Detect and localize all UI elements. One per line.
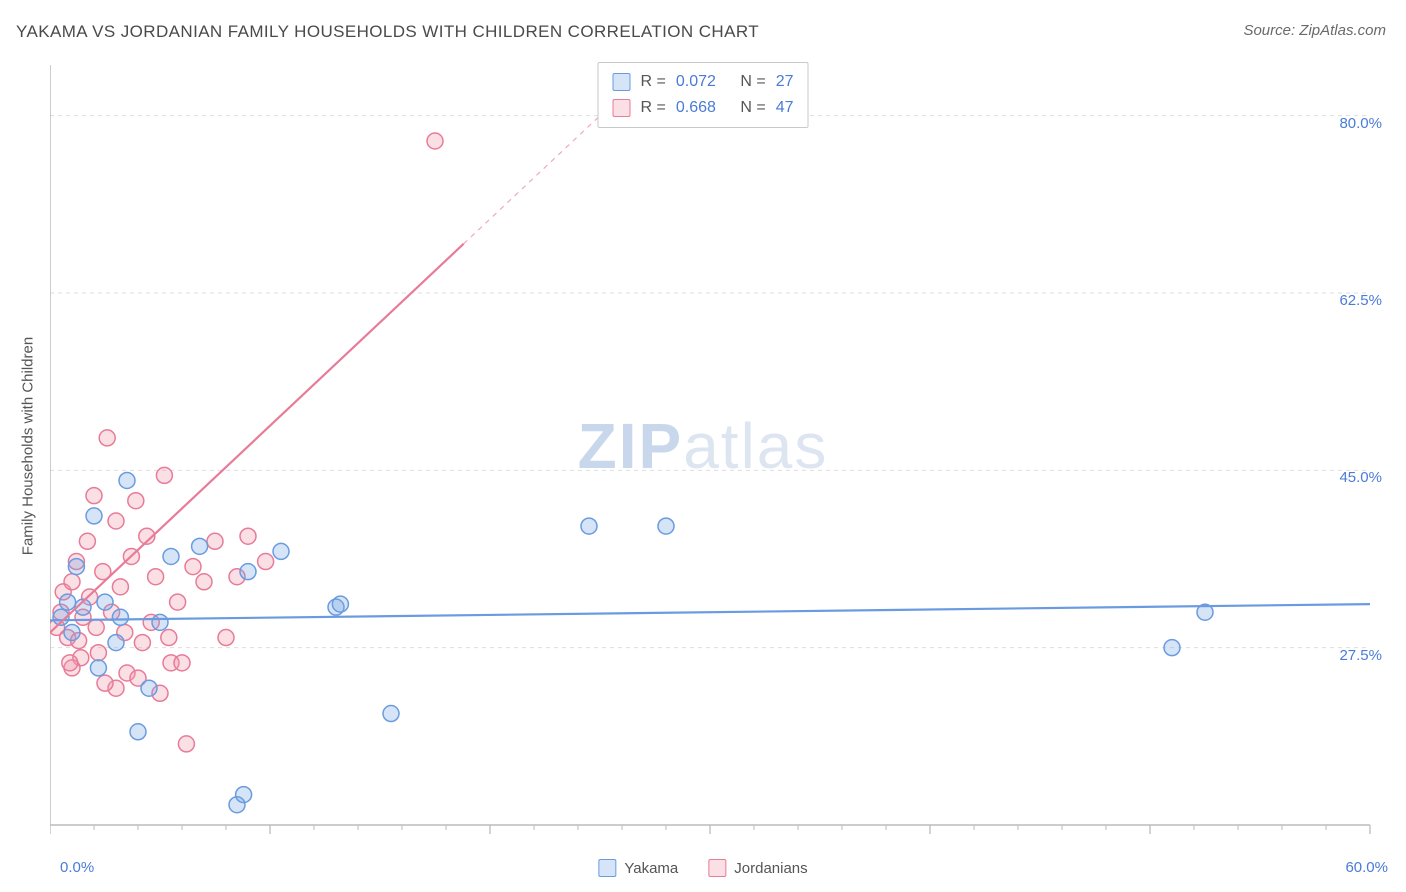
legend-item-jordanians: Jordanians	[708, 859, 807, 877]
legend-label: Yakama	[624, 860, 678, 877]
r-value: 0.668	[676, 95, 716, 121]
legend-swatch-yakama	[613, 73, 631, 91]
legend-row-yakama: R = 0.072 N = 27	[613, 69, 794, 95]
legend-swatch-yakama	[598, 859, 616, 877]
x-axis-max-label: 60.0%	[1345, 859, 1388, 876]
chart-title: YAKAMA VS JORDANIAN FAMILY HOUSEHOLDS WI…	[16, 22, 759, 42]
y-tick-label: 62.5%	[1339, 292, 1382, 309]
source-label: Source: ZipAtlas.com	[1243, 22, 1386, 39]
series-legend: Yakama Jordanians	[598, 859, 807, 877]
scatter-chart	[50, 55, 1390, 855]
n-label: N =	[740, 69, 765, 95]
legend-row-jordanians: R = 0.668 N = 47	[613, 95, 794, 121]
legend-swatch-jordanians	[708, 859, 726, 877]
legend-swatch-jordanians	[613, 99, 631, 117]
x-axis-min-label: 0.0%	[60, 859, 94, 876]
r-value: 0.072	[676, 69, 716, 95]
n-label: N =	[740, 95, 765, 121]
r-label: R =	[641, 95, 666, 121]
r-label: R =	[641, 69, 666, 95]
y-tick-label: 45.0%	[1339, 469, 1382, 486]
legend-item-yakama: Yakama	[598, 859, 678, 877]
legend-label: Jordanians	[734, 860, 807, 877]
y-tick-label: 80.0%	[1339, 115, 1382, 132]
y-tick-label: 27.5%	[1339, 647, 1382, 664]
n-value: 47	[776, 95, 794, 121]
y-axis-label: Family Households with Children	[20, 337, 37, 555]
n-value: 27	[776, 69, 794, 95]
correlation-legend: R = 0.072 N = 27 R = 0.668 N = 47	[598, 62, 809, 128]
